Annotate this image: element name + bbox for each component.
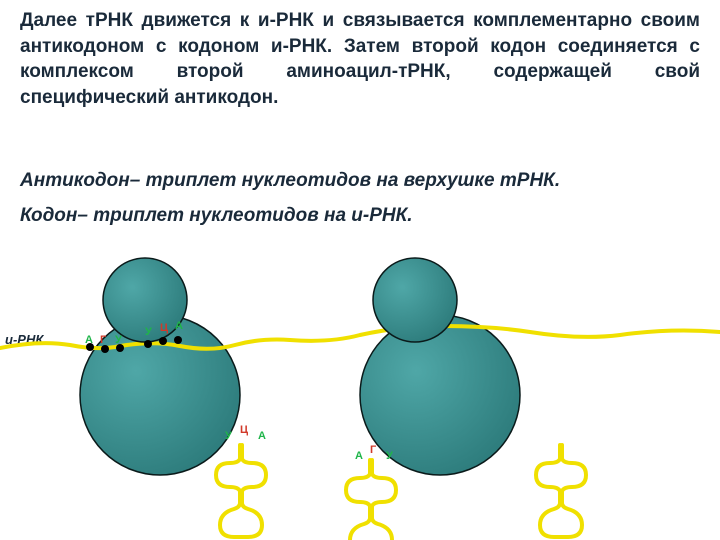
slide: Далее тРНК движется к и-РНК и связываетс… — [0, 0, 720, 540]
nucleotide-label: У — [225, 430, 232, 442]
nucleotide-label: А — [175, 320, 183, 332]
nucleotide-label: Ц — [160, 322, 168, 334]
nucleotide-label: Ц — [240, 424, 248, 436]
nucleotide-label: Г — [370, 444, 376, 456]
nucleotide-label: Г — [100, 334, 106, 346]
nucleotide-label: У — [145, 326, 152, 338]
nucleotide-label: У — [386, 450, 393, 462]
nucleotide-label: А — [258, 430, 266, 442]
nucleotide-label: А — [355, 450, 363, 462]
nucleotide-label: У — [115, 334, 122, 346]
nucleotide-label: А — [85, 334, 93, 346]
